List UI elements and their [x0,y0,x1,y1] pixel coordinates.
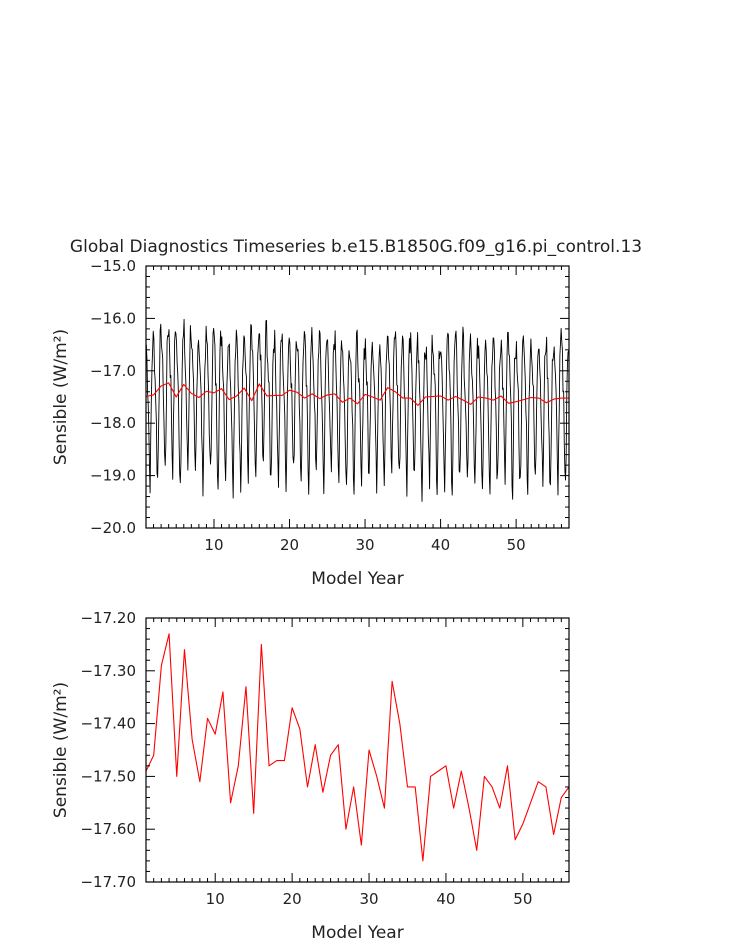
top-y-tick-label: −18.0 [90,414,136,432]
top-y-tick-label: −17.0 [90,362,136,380]
top-x-tick-label: 50 [507,536,526,554]
bottom-series-line-annual [145,633,570,862]
top-y-tick-label: −15.0 [90,257,136,275]
bottom-ticks-group: 10 20 30 40 50 −17.70 −17.60 −17.50 −17.40 −17.30… [80,609,570,908]
top-y-tick-label: −19.0 [90,467,136,485]
top-x-axis-label: Model Year [311,569,403,589]
top-y-axis-label: Sensible (W/m²) [51,329,71,465]
bottom-y-axis-label: Sensible (W/m²) [51,682,71,818]
bottom-x-tick-label: 20 [283,890,302,908]
bottom-y-tick-label: −17.30 [80,662,136,680]
bottom-x-axis-label: Model Year [311,923,403,943]
top-plot-frame [145,265,570,529]
bottom-y-tick-label: −17.50 [80,767,136,785]
top-x-tick-label: 20 [280,536,299,554]
top-y-tick-label: −16.0 [90,309,136,327]
top-series-line-monthly [145,318,570,502]
chart-title: Global Diagnostics Timeseries b.e15.B185… [70,237,642,257]
bottom-y-tick-label: −17.20 [80,609,136,627]
top-series-group [145,318,570,502]
bottom-y-tick-label: −17.60 [80,820,136,838]
bottom-y-tick-label: −17.40 [80,715,136,733]
top-x-tick-label: 10 [204,536,223,554]
top-y-tick-label: −20.0 [90,519,136,537]
bottom-x-tick-label: 30 [359,890,378,908]
bottom-plot-frame [145,617,570,883]
bottom-panel: 10 20 30 40 50 −17.70 −17.60 −17.50 −17.40 −17.30… [51,609,570,943]
bottom-x-tick-label: 40 [436,890,455,908]
top-x-tick-label: 30 [356,536,375,554]
bottom-y-tick-label: −17.70 [80,873,136,891]
bottom-x-tick-label: 10 [206,890,225,908]
top-ticks-group: 10 20 30 40 50 −20.0 −19.0 −18.0 −17.0 −16.0 −15.0 [90,257,570,554]
top-series-line-annual [145,382,569,406]
bottom-x-tick-label: 50 [513,890,532,908]
top-panel: 10 20 30 40 50 −20.0 −19.0 −18.0 −17.0 −16.0 −15.0… [51,257,570,589]
bottom-series-group [145,633,570,862]
top-x-tick-label: 40 [431,536,450,554]
